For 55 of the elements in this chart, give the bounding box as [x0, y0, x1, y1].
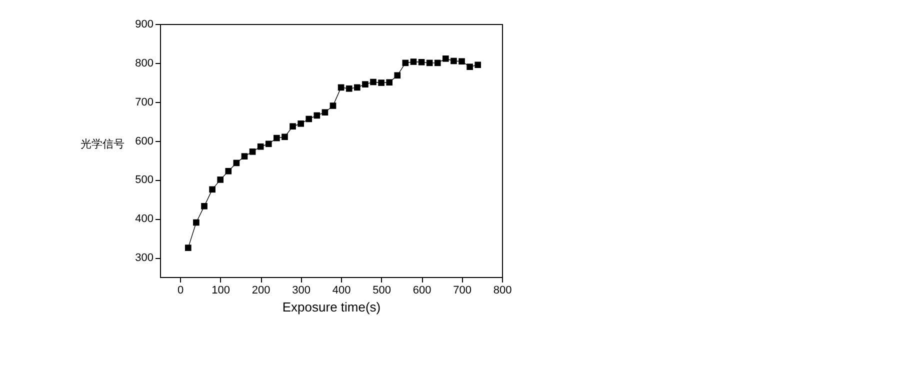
x-tick-label: 300 — [292, 284, 311, 296]
point — [418, 58, 425, 66]
point — [306, 116, 312, 122]
point — [257, 143, 264, 150]
point — [217, 176, 224, 183]
y-tick-label: 600 — [135, 135, 154, 148]
x-tick-label: 700 — [453, 284, 472, 296]
y-tick-label: 300 — [135, 252, 154, 264]
x-tick-label: 200 — [252, 284, 270, 296]
y-tick-label: 700 — [135, 96, 154, 108]
point — [394, 72, 401, 79]
point — [298, 120, 304, 127]
point — [249, 148, 256, 155]
x-tick-label: 100 — [212, 284, 230, 296]
point — [410, 58, 417, 65]
x-tick-label: 0 — [178, 284, 184, 296]
x-tick-label: 800 — [493, 284, 512, 296]
point — [426, 60, 433, 66]
point — [201, 203, 208, 210]
x-axis-title: Exposure time(s) — [282, 300, 381, 314]
x-tick-label: 500 — [372, 284, 391, 296]
point — [370, 78, 376, 86]
point — [338, 84, 344, 91]
point — [322, 109, 328, 116]
point — [346, 85, 352, 92]
point — [193, 219, 200, 226]
y-axis-title: 光学信号 — [80, 138, 124, 150]
point — [314, 112, 320, 119]
point — [402, 60, 409, 66]
point — [274, 134, 280, 142]
y-tick-label: 400 — [135, 213, 154, 226]
point — [466, 64, 473, 70]
point — [265, 140, 272, 148]
point — [290, 123, 296, 130]
point — [354, 84, 360, 91]
y-tick-label: 500 — [135, 174, 154, 186]
point — [233, 160, 240, 166]
point — [378, 80, 384, 86]
point — [362, 81, 368, 88]
point — [450, 58, 457, 64]
x-tick-label: 600 — [412, 284, 432, 296]
x-tick-label: 400 — [332, 284, 351, 296]
point — [458, 58, 465, 65]
point — [225, 168, 232, 174]
point — [434, 60, 441, 66]
point — [330, 102, 336, 109]
point — [442, 55, 449, 62]
point — [282, 134, 288, 140]
point — [474, 62, 482, 68]
point — [209, 186, 216, 193]
point — [185, 244, 192, 251]
point — [386, 79, 393, 86]
y-tick-label: 900 — [135, 18, 154, 30]
point — [241, 153, 248, 160]
y-tick-label: 800 — [135, 57, 154, 70]
